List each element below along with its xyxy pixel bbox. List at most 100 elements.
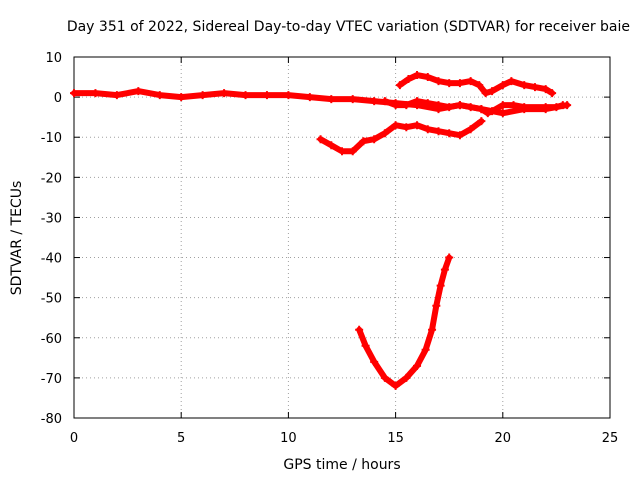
series-track-middle <box>380 97 567 118</box>
data-point <box>483 109 492 118</box>
data-point <box>488 87 497 96</box>
data-point <box>440 265 449 274</box>
data-point <box>305 93 314 102</box>
data-point <box>391 381 400 390</box>
data-point <box>241 91 250 100</box>
data-point <box>370 135 379 144</box>
data-point <box>380 129 389 138</box>
data-point <box>466 103 475 112</box>
y-tick-label: -70 <box>41 372 62 387</box>
data-point <box>520 103 529 112</box>
data-point <box>413 71 422 80</box>
data-point <box>70 89 78 98</box>
data-point <box>338 147 346 156</box>
y-tick-label: -40 <box>41 252 62 267</box>
data-point <box>413 361 422 370</box>
data-point <box>477 105 486 114</box>
data-point <box>475 81 484 90</box>
data-point <box>498 81 507 90</box>
data-point <box>434 101 443 110</box>
data-point <box>466 77 475 86</box>
axis-ticks: 0 5 10 15 20 25 10 0 -10 -20 -30 -40 -50 -60 -70 -80 <box>41 51 619 446</box>
data-point <box>284 91 293 100</box>
x-tick-label: 25 <box>602 431 619 446</box>
data-point <box>434 127 443 136</box>
data-point <box>355 325 364 334</box>
data-point <box>466 125 475 134</box>
data-point <box>530 83 539 92</box>
data-point <box>316 135 325 144</box>
data-point <box>445 129 454 138</box>
y-tick-label: -50 <box>41 292 62 307</box>
x-axis-label: GPS time / hours <box>283 457 401 473</box>
data-point <box>177 93 186 102</box>
y-tick-label: -30 <box>41 211 62 226</box>
data-point <box>423 125 432 134</box>
data-point <box>481 89 490 98</box>
data-point <box>220 89 229 98</box>
data-point <box>455 101 464 110</box>
data-series <box>70 71 572 390</box>
data-point <box>155 91 164 100</box>
data-point <box>91 89 100 98</box>
data-point <box>498 101 507 110</box>
data-point <box>520 81 529 90</box>
chart-title: Day 351 of 2022, Sidereal Day-to-day VTE… <box>66 19 630 35</box>
data-point <box>134 87 143 96</box>
series-track-dip <box>355 253 454 390</box>
data-point <box>455 79 464 88</box>
data-point <box>558 101 567 110</box>
grid-lines <box>74 57 610 418</box>
data-point <box>402 101 411 110</box>
data-point <box>432 301 441 310</box>
data-point <box>380 97 389 106</box>
data-point <box>541 85 550 94</box>
y-tick-label: 10 <box>45 51 62 66</box>
data-point <box>391 121 400 130</box>
series-line <box>317 118 485 155</box>
data-point <box>413 97 422 106</box>
x-tick-label: 5 <box>177 431 185 446</box>
data-point <box>404 75 413 84</box>
data-point <box>348 95 357 104</box>
data-point <box>327 141 336 150</box>
series-track-upper <box>395 71 557 98</box>
data-point <box>359 137 368 146</box>
data-point <box>488 107 497 116</box>
y-tick-label: -20 <box>41 171 62 186</box>
data-point <box>507 77 516 86</box>
data-point <box>402 123 411 132</box>
y-tick-label: 0 <box>54 91 62 106</box>
data-point <box>477 117 486 126</box>
data-point <box>370 357 379 366</box>
data-point <box>348 147 357 156</box>
y-tick-label: -60 <box>41 332 62 347</box>
data-point <box>361 341 370 350</box>
data-point <box>509 101 518 110</box>
series-track-lower <box>316 117 486 156</box>
data-point <box>395 81 404 90</box>
data-point <box>423 99 432 108</box>
data-point <box>498 109 507 118</box>
data-point <box>262 91 271 100</box>
data-point <box>445 103 454 112</box>
data-point <box>370 97 379 106</box>
data-point <box>436 281 445 290</box>
data-point <box>445 253 454 262</box>
data-point <box>445 79 454 88</box>
data-point <box>552 103 561 112</box>
data-point <box>548 89 557 98</box>
data-point <box>434 77 443 86</box>
data-point <box>541 103 550 112</box>
data-point <box>421 345 430 354</box>
y-tick-label: -10 <box>41 131 62 146</box>
data-point <box>423 73 432 82</box>
series-line <box>356 254 453 389</box>
x-tick-label: 20 <box>495 431 512 446</box>
data-point <box>380 373 389 382</box>
data-point <box>327 95 336 104</box>
x-tick-label: 10 <box>280 431 297 446</box>
plot-frame <box>73 56 611 419</box>
data-point <box>402 373 411 382</box>
